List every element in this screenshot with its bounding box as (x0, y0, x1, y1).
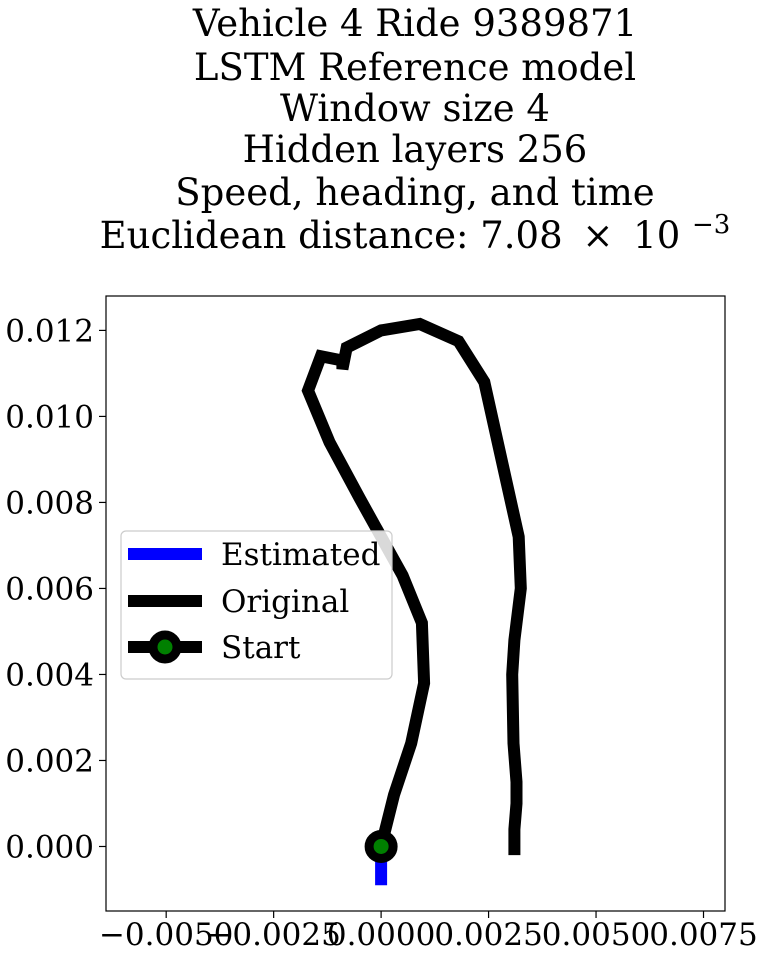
legend-label-estimated: Estimated (221, 537, 380, 573)
y-tick-label: 0.012 (5, 313, 94, 349)
title-line: Speed, heading, and time (175, 171, 654, 214)
y-tick-label: 0.006 (5, 571, 94, 607)
title-metric: Euclidean distance: 7.08 × 10 −3 (100, 210, 731, 257)
title-metric-mult: × (582, 214, 613, 257)
series-original-line (301, 317, 527, 856)
y-tick-label: 0.000 (5, 829, 94, 865)
y-axis: 0.000 0.002 0.004 0.006 0.008 0.010 0.012 (5, 313, 106, 865)
legend: Estimated Original Start (120, 530, 393, 680)
title-line: Hidden layers 256 (243, 128, 588, 171)
x-tick-label: −0.0025 (206, 917, 340, 953)
y-tick-label: 0.004 (5, 657, 94, 693)
y-tick-label: 0.010 (5, 399, 94, 435)
title-line: Vehicle 4 Ride 9389871 (192, 2, 637, 45)
x-tick-label: 0.0050 (542, 917, 650, 953)
title-metric-label: Euclidean distance: 7.08 (100, 214, 563, 257)
x-tick-label: 0.0000 (327, 917, 435, 953)
x-tick-label: −0.0050 (99, 917, 233, 953)
y-tick-label: 0.002 (5, 743, 94, 779)
x-tick-label: 0.0075 (649, 917, 757, 953)
series-layer (301, 317, 527, 886)
start-point-marker (364, 829, 398, 863)
legend-swatch-start-marker (148, 630, 182, 664)
y-tick-label: 0.008 (5, 485, 94, 521)
legend-label-original: Original (221, 584, 349, 620)
x-tick-label: 0.0025 (434, 917, 542, 953)
title-metric-base: 10 (633, 214, 680, 257)
title-line: Window size 4 (280, 87, 550, 130)
title-line: LSTM Reference model (194, 46, 636, 89)
title-metric-exponent: −3 (692, 210, 730, 240)
chart-title: Vehicle 4 Ride 9389871 LSTM Reference mo… (100, 2, 731, 257)
legend-label-start: Start (221, 630, 301, 666)
